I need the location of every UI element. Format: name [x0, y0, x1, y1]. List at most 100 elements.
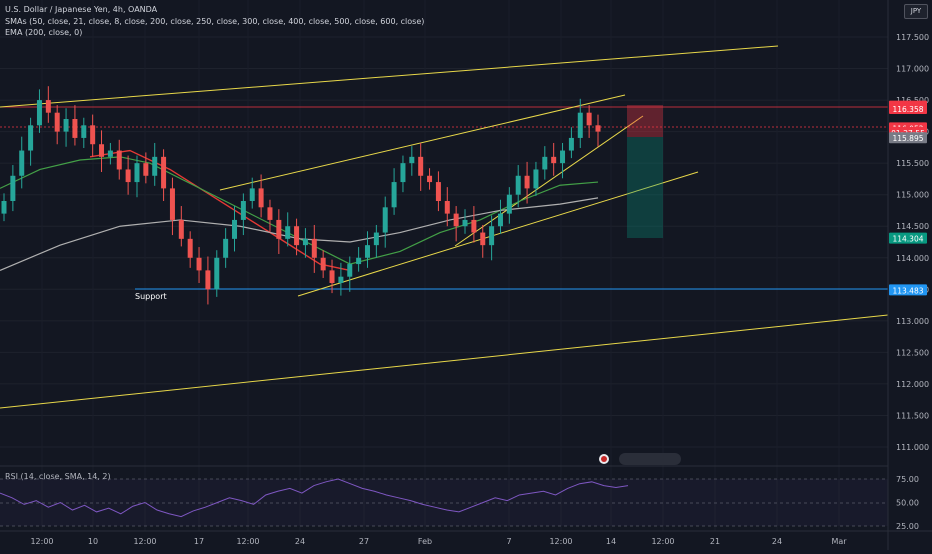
- candle-body: [45, 100, 51, 113]
- candle-body: [72, 119, 78, 138]
- candle-body: [90, 125, 96, 145]
- rsi-tick-label: 50.00: [896, 499, 919, 508]
- candle-body: [524, 175, 530, 189]
- candle-body: [161, 156, 167, 189]
- x-tick-label: 12:00: [236, 537, 259, 546]
- candle-body: [1, 201, 7, 214]
- candle-body: [356, 257, 362, 265]
- price-label: 116.358: [892, 105, 923, 114]
- candle-body: [462, 219, 468, 227]
- candle-body: [347, 264, 353, 277]
- x-tick-label: 12:00: [133, 537, 156, 546]
- price-label-box: [889, 232, 927, 244]
- candle-body: [10, 175, 16, 201]
- y-tick-label: 112.000: [896, 380, 929, 389]
- candle-body: [364, 245, 370, 258]
- candle-body: [560, 150, 566, 164]
- x-tick-label: 12:00: [30, 537, 53, 546]
- lower-channel-line[interactable]: [0, 314, 889, 409]
- candle-body: [435, 182, 441, 201]
- y-tick-label: 115.000: [896, 191, 929, 200]
- y-tick-label: 112.500: [896, 348, 929, 357]
- candles-group: [1, 86, 601, 305]
- x-tick-label: 24: [295, 537, 305, 546]
- candle-body: [214, 257, 220, 290]
- candle-body: [373, 232, 379, 246]
- y-tick-label: 117.500: [896, 33, 929, 42]
- y-tick-label: 111.500: [896, 411, 929, 420]
- y-tick-label: 117.000: [896, 65, 929, 74]
- price-label-box: [889, 284, 927, 296]
- candle-body: [107, 150, 113, 157]
- candle-body: [329, 270, 335, 283]
- upper-channel-line[interactable]: [0, 45, 779, 108]
- x-tick-label: 17: [194, 537, 204, 546]
- ema-indicator-label[interactable]: EMA (200, close, 0): [5, 28, 83, 37]
- x-tick-label: 14: [606, 537, 616, 546]
- candle-body: [338, 276, 344, 283]
- candle-body: [249, 188, 255, 201]
- candle-body: [196, 257, 202, 271]
- candle-body: [515, 175, 521, 195]
- y-tick-label: 115.500: [896, 159, 929, 168]
- x-tick-label: 12:00: [651, 537, 674, 546]
- candle-body: [542, 156, 548, 170]
- stop-loss-zone[interactable]: [627, 105, 663, 137]
- candle-body: [506, 194, 512, 214]
- candle-body: [480, 232, 486, 246]
- event-cluster[interactable]: [619, 453, 681, 465]
- candle-body: [134, 163, 140, 183]
- rsi-indicator-label[interactable]: RSI (14, close, SMA, 14, 2): [5, 472, 111, 481]
- candle-body: [533, 169, 539, 189]
- x-tick-label: 12:00: [549, 537, 572, 546]
- symbol-title[interactable]: U.S. Dollar / Japanese Yen, 4h, OANDA: [5, 5, 158, 14]
- support-label: Support: [135, 292, 167, 301]
- candle-body: [302, 238, 308, 246]
- candle-body: [178, 219, 184, 239]
- sma-indicator-label[interactable]: SMAs (50, close, 21, close, 8, close, 20…: [5, 17, 425, 26]
- candle-body: [311, 238, 317, 258]
- wedge-upper-line[interactable]: [219, 94, 626, 191]
- candle-body: [19, 150, 25, 176]
- candle-body: [285, 226, 291, 239]
- candle-body: [320, 257, 326, 271]
- y-tick-label: 114.500: [896, 222, 929, 231]
- x-tick-label: Mar: [831, 537, 847, 546]
- rsi-tick-label: 75.00: [896, 475, 919, 484]
- candle-body: [267, 207, 273, 220]
- y-tick-label: 114.000: [896, 254, 929, 263]
- candle-body: [240, 201, 246, 220]
- sma-red-line: [89, 149, 351, 272]
- candle-body: [391, 182, 397, 208]
- x-tick-label: 24: [772, 537, 782, 546]
- price-label-box: [889, 103, 927, 115]
- candle-body: [489, 226, 495, 246]
- candle-body: [418, 156, 424, 176]
- rsi-tick-label: 25.00: [896, 522, 919, 531]
- candle-body: [187, 238, 193, 258]
- rsi-band: [0, 479, 888, 526]
- candle-body: [81, 125, 87, 138]
- y-tick-label: 111.000: [896, 443, 929, 452]
- candle-body: [36, 100, 42, 126]
- short-trend-line[interactable]: [454, 115, 644, 247]
- wedge-lower-line[interactable]: [297, 171, 699, 297]
- candle-body: [551, 156, 557, 164]
- take-profit-zone[interactable]: [627, 137, 663, 238]
- candle-body: [427, 175, 433, 183]
- candle-body: [143, 163, 149, 176]
- candle-body: [116, 150, 122, 170]
- candle-body: [453, 213, 459, 227]
- event-flag-inner-icon: [601, 456, 607, 462]
- candle-body: [125, 169, 131, 183]
- x-tick-label: Feb: [418, 537, 432, 546]
- candle-body: [586, 112, 592, 126]
- y-tick-label: 113.000: [896, 317, 929, 326]
- candle-body: [577, 112, 583, 138]
- candle-body: [400, 163, 406, 183]
- price-label: 115.895: [892, 134, 923, 143]
- currency-button[interactable]: JPY: [904, 4, 928, 19]
- x-tick-label: 21: [710, 537, 720, 546]
